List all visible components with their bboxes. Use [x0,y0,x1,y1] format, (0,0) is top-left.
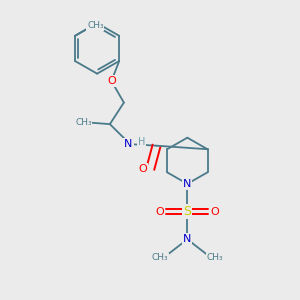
Text: N: N [124,139,133,149]
Text: CH₃: CH₃ [75,118,92,127]
Text: CH₃: CH₃ [152,253,168,262]
Text: O: O [138,164,147,174]
Text: CH₃: CH₃ [87,21,104,30]
Text: O: O [210,207,219,217]
Text: CH₃: CH₃ [206,253,223,262]
Text: O: O [107,76,116,86]
Text: S: S [183,205,191,218]
Text: N: N [183,234,191,244]
Text: H: H [138,137,146,147]
Text: O: O [156,207,164,217]
Text: N: N [183,179,191,189]
